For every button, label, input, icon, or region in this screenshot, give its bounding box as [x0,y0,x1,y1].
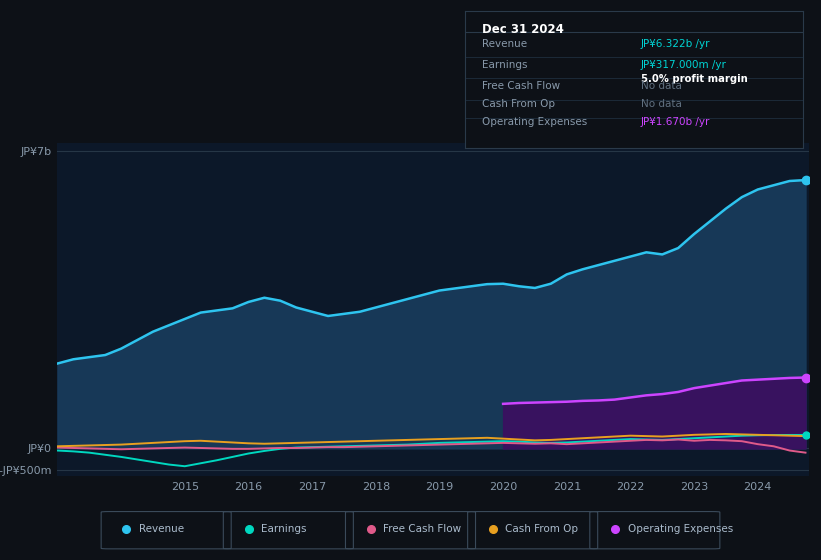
Text: No data: No data [640,81,681,91]
Text: No data: No data [640,99,681,109]
Text: Cash From Op: Cash From Op [482,99,555,109]
Text: Cash From Op: Cash From Op [506,524,579,534]
Text: Free Cash Flow: Free Cash Flow [482,81,560,91]
Text: 5.0% profit margin: 5.0% profit margin [640,73,747,83]
Text: Revenue: Revenue [139,524,184,534]
Text: Dec 31 2024: Dec 31 2024 [482,23,563,36]
Text: Earnings: Earnings [261,524,307,534]
Text: JP¥317.000m /yr: JP¥317.000m /yr [640,60,727,70]
Text: Operating Expenses: Operating Expenses [482,117,587,127]
Text: JP¥1.670b /yr: JP¥1.670b /yr [640,117,710,127]
Text: Revenue: Revenue [482,39,527,49]
Text: Operating Expenses: Operating Expenses [627,524,733,534]
Text: Free Cash Flow: Free Cash Flow [383,524,461,534]
Text: JP¥6.322b /yr: JP¥6.322b /yr [640,39,710,49]
Text: Earnings: Earnings [482,60,527,70]
